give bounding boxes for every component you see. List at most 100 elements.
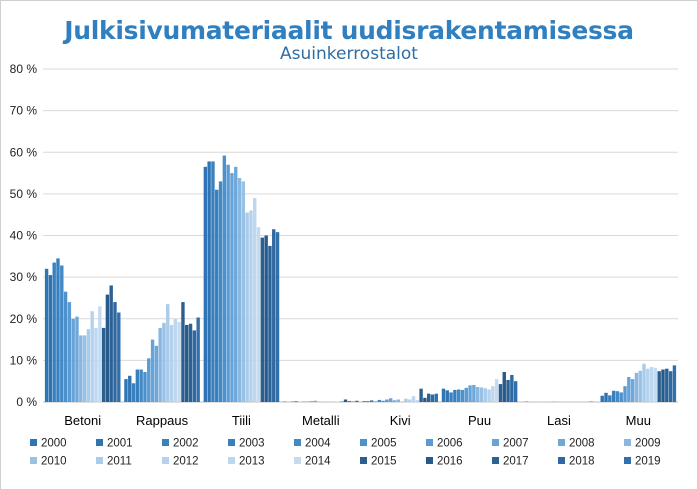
bar-2002-kivi	[369, 400, 374, 402]
bar-2013-kivi	[411, 396, 416, 402]
bar-2015-muu	[657, 371, 661, 402]
legend-item: 2016	[426, 456, 463, 468]
legend-label: 2003	[239, 438, 265, 450]
legend-item: 2009	[624, 438, 661, 450]
bar-2002-puu	[449, 392, 453, 402]
bar-2013-betoni	[94, 327, 98, 402]
legend-label: 2013	[239, 456, 265, 468]
bars	[44, 155, 677, 402]
bar-2001-rappaus	[128, 375, 132, 402]
bar-2005-puu	[460, 389, 465, 402]
bar-2000-kivi	[362, 401, 366, 402]
bar-2010-betoni	[82, 335, 87, 402]
legend-label: 2007	[503, 438, 529, 450]
bar-2005-betoni	[63, 291, 68, 402]
bar-2007-rappaus	[150, 339, 155, 402]
legend-label: 2002	[173, 438, 199, 450]
bar-2003-metalli	[294, 401, 298, 402]
bar-2018-muu	[668, 371, 673, 402]
bar-2007-puu	[468, 385, 472, 402]
category-label: Metalli	[302, 413, 340, 428]
bar-2012-betoni	[90, 311, 94, 402]
bar-2011-betoni	[86, 329, 91, 402]
y-axis-tick-labels: 0 % 10 % 20 % 30 % 40 % 50 % 60 % 70 % 80 %	[10, 62, 38, 409]
bar-2004-betoni	[60, 265, 64, 402]
x-axis-category-labels: Betoni Rappaus Tiili Metalli Kivi Puu Lasi Muu	[64, 413, 651, 428]
legend-swatch	[624, 457, 631, 464]
bar-2006-kivi	[385, 399, 389, 402]
bar-2017-kivi	[426, 393, 431, 402]
bar-2013-tiili	[253, 198, 257, 402]
bar-2006-betoni	[67, 302, 72, 402]
category-label: Muu	[626, 413, 651, 428]
bar-2016-puu	[502, 372, 506, 402]
legend-label: 2017	[503, 456, 529, 468]
bar-2006-tiili	[226, 164, 230, 402]
bar-2013-muu	[649, 367, 654, 402]
bar-2016-betoni	[105, 294, 110, 402]
bar-2012-rappaus	[169, 324, 174, 402]
legend-label: 2000	[41, 438, 67, 450]
y-tick-label: 60 %	[10, 145, 38, 159]
bar-2006-puu	[464, 387, 468, 402]
legend-swatch	[294, 457, 301, 464]
bar-2013-puu	[491, 386, 495, 402]
bar-2004-tiili	[218, 181, 223, 402]
legend: 2000 2001 2002 2003 2004 2005 2006 2007 2008 2009…	[30, 438, 661, 468]
bar-2009-rappaus	[158, 327, 162, 402]
bar-2016-tiili	[264, 235, 268, 402]
legend-label: 2005	[371, 438, 397, 450]
legend-swatch	[294, 439, 301, 446]
legend-label: 2011	[107, 456, 132, 468]
bar-2004-puu	[456, 389, 461, 402]
legend-item: 2003	[228, 438, 265, 450]
legend-swatch	[96, 457, 103, 464]
bar-2010-muu	[638, 370, 642, 402]
legend-swatch	[624, 439, 631, 446]
bar-2009-betoni	[79, 335, 83, 402]
bar-2008-betoni	[75, 316, 79, 402]
bar-2000-tiili	[203, 166, 208, 402]
bar-2009-kivi	[396, 399, 400, 402]
bar-2002-betoni	[52, 262, 56, 402]
bar-2014-puu	[494, 379, 499, 402]
bar-2014-kivi	[415, 399, 419, 402]
bar-2008-metalli	[313, 400, 317, 402]
bar-2019-kivi	[434, 393, 438, 402]
legend-label: 2016	[437, 456, 463, 468]
bar-2018-rappaus	[192, 330, 197, 402]
legend-label: 2012	[173, 456, 199, 468]
category-label: Betoni	[64, 413, 101, 428]
bar-2003-puu	[453, 389, 457, 402]
bar-2006-rappaus	[147, 358, 151, 402]
bar-2015-kivi	[419, 388, 423, 402]
chart-title: Julkisivumateriaalit uudisrakentamisessa	[64, 16, 634, 45]
bar-2018-tiili	[272, 229, 276, 402]
gridlines	[43, 68, 678, 403]
bar-2007-tiili	[230, 173, 234, 402]
legend-item: 2002	[162, 438, 199, 450]
bar-2008-puu	[472, 384, 476, 402]
legend-item: 2019	[624, 456, 661, 468]
legend-label: 2008	[569, 438, 595, 450]
legend-item: 2000	[30, 438, 67, 450]
bar-2005-tiili	[222, 155, 227, 402]
legend-item: 2018	[558, 456, 595, 468]
legend-item: 2015	[360, 456, 397, 468]
bar-2008-tiili	[234, 166, 238, 402]
bar-2016-muu	[661, 369, 665, 402]
legend-swatch	[492, 439, 499, 446]
legend-label: 2015	[371, 456, 397, 468]
legend-item: 2007	[492, 438, 529, 450]
legend-item: 2005	[360, 438, 397, 450]
bar-2005-kivi	[381, 400, 385, 402]
legend-swatch	[426, 457, 433, 464]
bar-2016-kivi	[423, 397, 427, 402]
bar-2008-muu	[630, 379, 635, 402]
bar-2006-muu	[623, 386, 627, 402]
bar-2005-rappaus	[143, 372, 147, 402]
bar-2012-puu	[487, 389, 491, 402]
y-tick-label: 10 %	[10, 353, 38, 367]
bar-2014-tiili	[256, 227, 261, 402]
bar-2001-betoni	[48, 275, 53, 402]
